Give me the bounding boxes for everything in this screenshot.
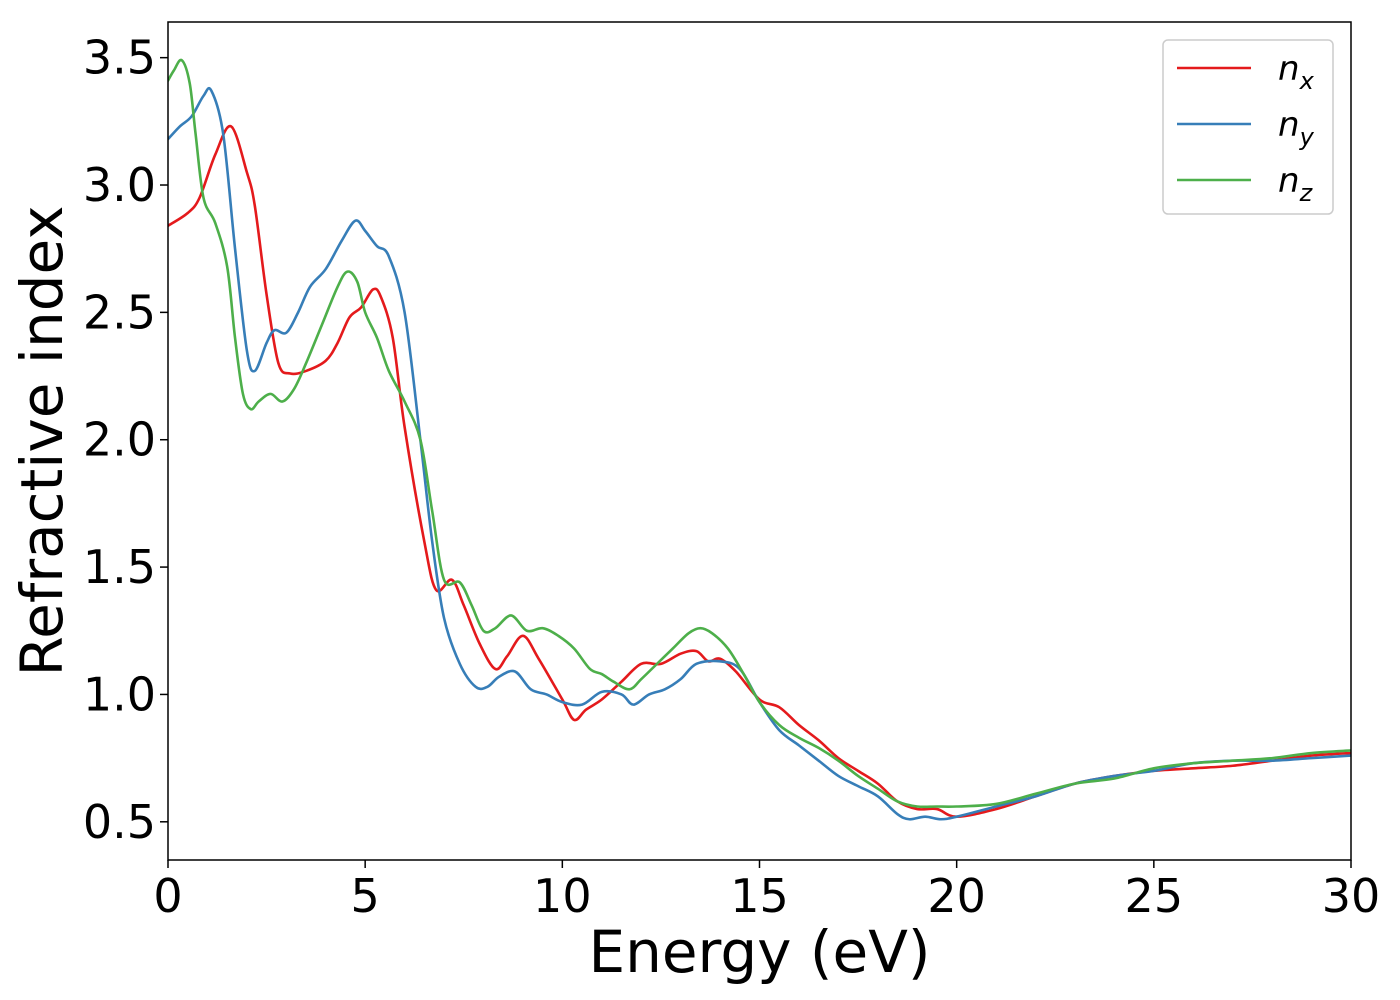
x-tick-label: 25 [1125,869,1184,923]
x-tick-label: 10 [533,869,592,923]
x-tick-label: 20 [927,869,986,923]
x-tick-label: 30 [1322,869,1381,923]
legend: nx ny nz [1162,39,1334,215]
y-tick-label: 1.5 [83,540,156,594]
y-axis: 0.5 1.0 1.5 2.0 2.5 3.0 3.5 [83,31,168,849]
x-tick-label: 0 [153,869,182,923]
y-tick-label: 3.0 [83,158,156,212]
y-tick-label: 0.5 [83,795,156,849]
x-tick-label: 15 [730,869,789,923]
series-line-nz [168,58,1351,809]
legend-box [1162,39,1334,215]
series-line-nx [168,124,1351,818]
y-tick-label: 1.0 [83,667,156,721]
series-line-ny [168,86,1351,821]
legend-label: nz [1278,161,1314,207]
y-tick-label: 2.0 [83,413,156,467]
x-axis: 0 5 10 15 20 25 30 [153,860,1380,923]
plot-area [168,58,1351,821]
y-tick-label: 3.5 [83,31,156,85]
x-axis-label: Energy (eV) [588,918,930,986]
y-axis-label: Refractive index [8,205,76,676]
y-tick-label: 2.5 [83,285,156,339]
x-tick-label: 5 [351,869,380,923]
legend-label: nx [1278,49,1315,95]
legend-label: ny [1278,105,1315,151]
